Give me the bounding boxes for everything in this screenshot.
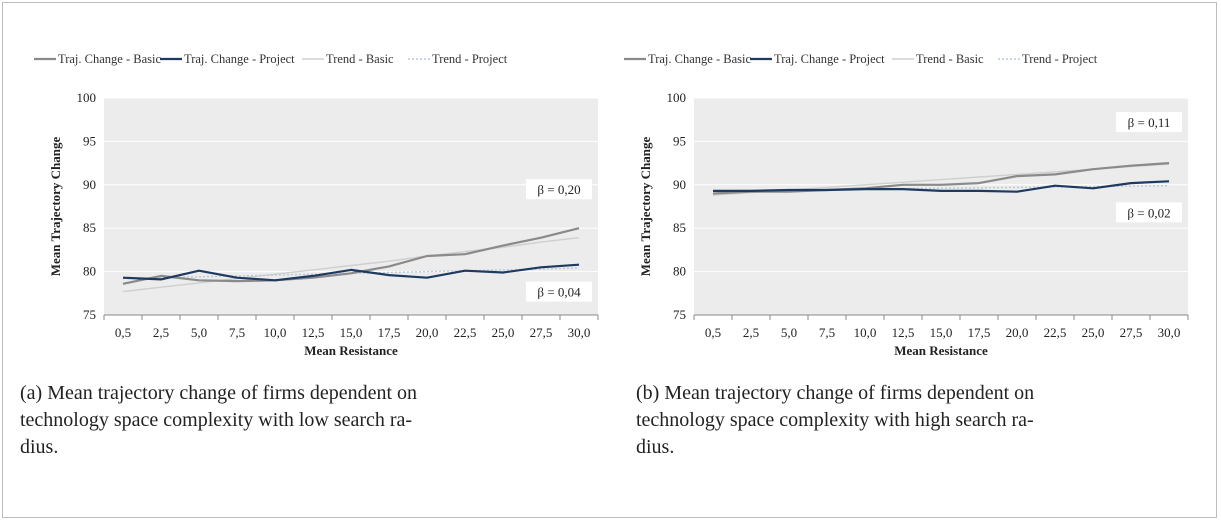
beta-annotation: β = 0,20: [526, 179, 592, 200]
caption-a: (a) Mean trajectory change of firms depe…: [20, 380, 417, 461]
legend-label-trend-project: Trend - Project: [432, 52, 508, 66]
legend-label-project: Traj. Change - Project: [774, 52, 885, 66]
x-tick-label: 25,0: [492, 325, 515, 340]
x-tick-label: 2,5: [743, 325, 759, 340]
x-tick-label: 22,5: [454, 325, 477, 340]
y-tick-label: 95: [673, 133, 686, 148]
caption-b-line-1: (b) Mean trajectory change of firms depe…: [636, 382, 1035, 404]
legend-label-basic: Traj. Change - Basic: [58, 52, 161, 66]
legend-label-trend-project: Trend - Project: [1022, 52, 1098, 66]
y-axis-label: Mean Trajectory Change: [48, 136, 63, 276]
x-tick-label: 17,5: [378, 325, 401, 340]
chart-panel-b: Traj. Change - Basic Traj. Change - Proje…: [612, 46, 1202, 366]
x-tick-label: 2,5: [153, 325, 169, 340]
legend: Traj. Change - Basic Traj. Change - Proje…: [624, 52, 1098, 66]
y-tick-label: 90: [673, 177, 686, 192]
series-line-basic: [122, 227, 580, 285]
x-tick-label: 17,5: [968, 325, 991, 340]
legend-label-trend-basic: Trend - Basic: [326, 52, 394, 66]
x-axis-label: Mean Resistance: [894, 343, 988, 358]
x-tick-label: 27,5: [530, 325, 553, 340]
y-tick-label: 85: [83, 220, 96, 235]
x-tick-label: 30,0: [568, 325, 591, 340]
y-tick-label: 95: [83, 133, 96, 148]
y-tick-label: 100: [667, 90, 687, 105]
x-tick-label: 27,5: [1120, 325, 1143, 340]
y-tick-label: 80: [673, 264, 686, 279]
beta-label: β = 0,02: [1127, 205, 1170, 220]
x-tick-label: 20,0: [1006, 325, 1029, 340]
x-tick-label: 15,0: [340, 325, 363, 340]
x-axis-label: Mean Resistance: [304, 343, 398, 358]
y-tick-label: 85: [673, 220, 686, 235]
beta-label: β = 0,04: [537, 285, 581, 300]
x-tick-label: 5,0: [781, 325, 797, 340]
x-tick-label: 12,5: [302, 325, 325, 340]
chart-panel-a: Traj. Change - Basic Traj. Change - Proje…: [22, 46, 612, 366]
x-tick-label: 7,5: [229, 325, 245, 340]
beta-label-box: [526, 281, 592, 302]
y-tick-label: 100: [77, 90, 97, 105]
caption-a-line-2: technology space complexity with low sea…: [20, 409, 413, 431]
x-tick-label: 20,0: [416, 325, 439, 340]
beta-label-box: [526, 179, 592, 200]
beta-label-box: [1116, 112, 1182, 133]
x-tick-label: 22,5: [1044, 325, 1067, 340]
caption-b-line-2: technology space complexity with high se…: [636, 409, 1034, 431]
y-tick-label: 80: [83, 264, 96, 279]
beta-label-box: [1116, 202, 1182, 223]
plot-area: [694, 98, 1188, 315]
series-line-project: [122, 263, 580, 282]
x-tick-label: 12,5: [892, 325, 915, 340]
y-tick-label: 90: [83, 177, 96, 192]
x-tick-label: 10,0: [854, 325, 877, 340]
beta-annotation: β = 0,11: [1116, 112, 1182, 133]
beta-label: β = 0,11: [1128, 115, 1171, 130]
x-tick-label: 0,5: [115, 325, 131, 340]
x-tick-label: 15,0: [930, 325, 953, 340]
x-tick-label: 10,0: [264, 325, 287, 340]
beta-label: β = 0,20: [537, 182, 580, 197]
y-axis-label: Mean Trajectory Change: [638, 136, 653, 276]
legend-label-trend-basic: Trend - Basic: [916, 52, 984, 66]
chart-a: Traj. Change - Basic Traj. Change - Proje…: [34, 52, 599, 358]
legend: Traj. Change - Basic Traj. Change - Proje…: [34, 52, 508, 66]
x-tick-label: 5,0: [191, 325, 207, 340]
series-line-trend-basic: [122, 237, 580, 293]
x-tick-label: 25,0: [1082, 325, 1105, 340]
plot-area: [104, 98, 598, 315]
series-line-basic: [712, 162, 1170, 195]
x-tick-label: 0,5: [705, 325, 721, 340]
y-tick-label: 75: [83, 307, 96, 322]
caption-b: (b) Mean trajectory change of firms depe…: [636, 380, 1034, 461]
x-tick-label: 30,0: [1158, 325, 1181, 340]
caption-b-line-3: dius.: [636, 436, 675, 458]
series-line-project: [713, 180, 1170, 193]
x-tick-label: 7,5: [819, 325, 835, 340]
beta-annotation: β = 0,04: [526, 281, 592, 302]
chart-b: Traj. Change - Basic Traj. Change - Proje…: [624, 52, 1189, 358]
legend-label-basic: Traj. Change - Basic: [648, 52, 751, 66]
beta-annotation: β = 0,02: [1116, 202, 1182, 223]
y-tick-label: 75: [673, 307, 686, 322]
caption-a-line-3: dius.: [20, 436, 59, 458]
legend-label-project: Traj. Change - Project: [184, 52, 295, 66]
caption-a-line-1: (a) Mean trajectory change of firms depe…: [20, 382, 418, 404]
